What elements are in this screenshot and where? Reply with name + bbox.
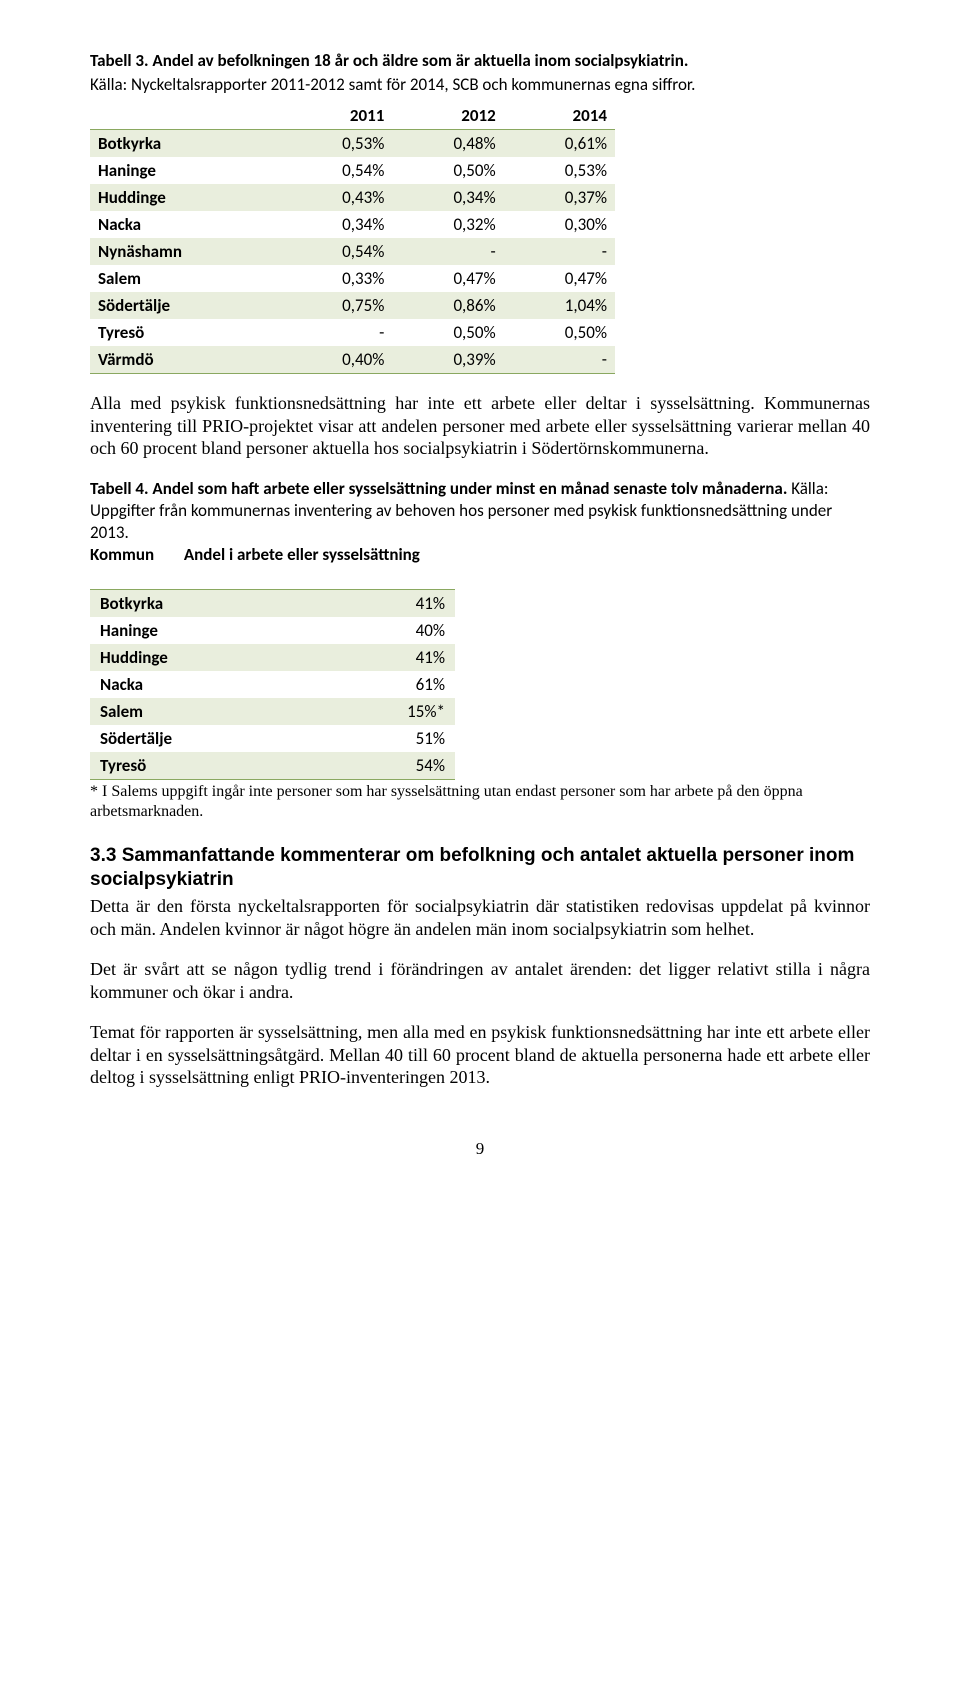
table-row: Botkyrka41% <box>90 589 455 617</box>
row-value: 15%* <box>314 698 455 725</box>
table3-subtitle: Källa: Nyckeltalsrapporter 2011-2012 sam… <box>90 74 870 96</box>
row-value: 0,54% <box>281 157 392 184</box>
table-row: Tyresö54% <box>90 752 455 780</box>
table-row: Södertälje0,75%0,86%1,04% <box>90 292 615 319</box>
table-row: Värmdö0,40%0,39%- <box>90 346 615 374</box>
table4-header-line: Kommun Andel i arbete eller sysselsättni… <box>90 544 870 565</box>
table4-header-andel: Andel i arbete eller sysselsättning <box>184 544 420 565</box>
row-value: 0,43% <box>281 184 392 211</box>
row-value: 61% <box>314 671 455 698</box>
row-value: 0,40% <box>281 346 392 374</box>
page-number: 9 <box>90 1139 870 1159</box>
row-label: Tyresö <box>90 752 314 780</box>
table-row: Nacka61% <box>90 671 455 698</box>
row-label: Nynäshamn <box>90 238 281 265</box>
row-value: - <box>281 319 392 346</box>
table-row: Salem0,33%0,47%0,47% <box>90 265 615 292</box>
section-3-3-heading: 3.3 Sammanfattande kommenterar om befolk… <box>90 844 870 892</box>
row-label: Botkyrka <box>90 130 281 158</box>
table3-col-0 <box>90 102 281 130</box>
paragraph-1: Alla med psykisk funktionsnedsättning ha… <box>90 392 870 460</box>
row-label: Huddinge <box>90 184 281 211</box>
row-value: - <box>504 238 615 265</box>
row-label: Södertälje <box>90 292 281 319</box>
section-3-3-p3: Temat för rapporten är sysselsättning, m… <box>90 1021 870 1089</box>
table-row: Huddinge0,43%0,34%0,37% <box>90 184 615 211</box>
row-value: 0,75% <box>281 292 392 319</box>
row-label: Salem <box>90 698 314 725</box>
table-row: Salem15%* <box>90 698 455 725</box>
row-value: 54% <box>314 752 455 780</box>
table4-body: Botkyrka41%Haninge40%Huddinge41%Nacka61%… <box>90 589 455 779</box>
row-value: 51% <box>314 725 455 752</box>
table4: Botkyrka41%Haninge40%Huddinge41%Nacka61%… <box>90 583 455 780</box>
table-row: Botkyrka0,53%0,48%0,61% <box>90 130 615 158</box>
row-label: Södertälje <box>90 725 314 752</box>
row-value: 0,53% <box>504 157 615 184</box>
table-row: Nacka0,34%0,32%0,30% <box>90 211 615 238</box>
row-value: 0,34% <box>392 184 503 211</box>
row-label: Värmdö <box>90 346 281 374</box>
row-value: 0,50% <box>504 319 615 346</box>
row-value: - <box>504 346 615 374</box>
table-row: Haninge40% <box>90 617 455 644</box>
row-label: Haninge <box>90 617 314 644</box>
table3-col-1: 2011 <box>281 102 392 130</box>
row-value: 0,47% <box>504 265 615 292</box>
table3-col-2: 2012 <box>392 102 503 130</box>
row-value: 41% <box>314 644 455 671</box>
page: Tabell 3. Andel av befolkningen 18 år oc… <box>0 0 960 1199</box>
table-row: Nynäshamn0,54%-- <box>90 238 615 265</box>
table3-col-3: 2014 <box>504 102 615 130</box>
table3-title: Tabell 3. Andel av befolkningen 18 år oc… <box>90 50 870 72</box>
row-value: 41% <box>314 589 455 617</box>
row-value: 0,30% <box>504 211 615 238</box>
row-value: 0,53% <box>281 130 392 158</box>
table-row: Huddinge41% <box>90 644 455 671</box>
row-label: Huddinge <box>90 644 314 671</box>
table-row: Tyresö-0,50%0,50% <box>90 319 615 346</box>
section-3-3-p2: Det är svårt att se någon tydlig trend i… <box>90 958 870 1003</box>
table3-header-row: 2011 2012 2014 <box>90 102 615 130</box>
row-value: 0,86% <box>392 292 503 319</box>
row-value: 0,50% <box>392 319 503 346</box>
row-label: Salem <box>90 265 281 292</box>
table3-body: Botkyrka0,53%0,48%0,61%Haninge0,54%0,50%… <box>90 130 615 374</box>
section-3-3-p1: Detta är den första nyckeltalsrapporten … <box>90 895 870 940</box>
row-value: 0,33% <box>281 265 392 292</box>
row-label: Tyresö <box>90 319 281 346</box>
table-row: Södertälje51% <box>90 725 455 752</box>
row-value: 1,04% <box>504 292 615 319</box>
row-label: Botkyrka <box>90 589 314 617</box>
table4-title-bold: Tabell 4. Andel som haft arbete eller sy… <box>90 478 787 499</box>
row-value: 0,39% <box>392 346 503 374</box>
row-value: 0,47% <box>392 265 503 292</box>
row-value: 0,32% <box>392 211 503 238</box>
table-row: Haninge0,54%0,50%0,53% <box>90 157 615 184</box>
row-value: 0,48% <box>392 130 503 158</box>
table4-footnote: * I Salems uppgift ingår inte personer s… <box>90 782 870 822</box>
row-value: 0,54% <box>281 238 392 265</box>
row-label: Haninge <box>90 157 281 184</box>
row-label: Nacka <box>90 211 281 238</box>
row-value: 0,61% <box>504 130 615 158</box>
row-value: 0,37% <box>504 184 615 211</box>
row-value: 0,34% <box>281 211 392 238</box>
row-value: - <box>392 238 503 265</box>
table4-caption: Tabell 4. Andel som haft arbete eller sy… <box>90 478 870 544</box>
row-value: 0,50% <box>392 157 503 184</box>
table3: 2011 2012 2014 Botkyrka0,53%0,48%0,61%Ha… <box>90 102 615 374</box>
row-value: 40% <box>314 617 455 644</box>
row-label: Nacka <box>90 671 314 698</box>
table4-header-kommun: Kommun <box>90 544 180 565</box>
